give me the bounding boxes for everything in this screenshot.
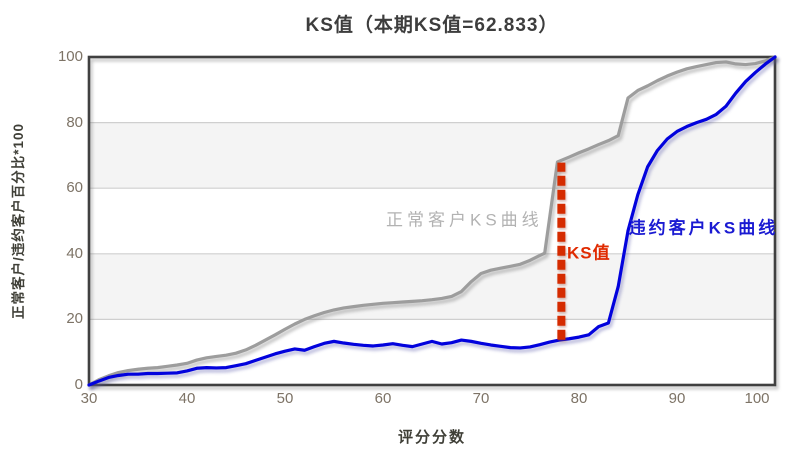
normal-ks-curve [87, 55, 777, 387]
y-tick-label: 40 [66, 244, 83, 262]
x-tick-label: 80 [570, 390, 588, 407]
default-ks-curve [87, 55, 777, 387]
y-tick-label: 100 [57, 48, 83, 65]
x-tick-label: 70 [472, 390, 490, 407]
band [89, 122, 775, 189]
plot-frame [87, 55, 777, 387]
x-tick-label: 30 [80, 390, 98, 407]
y-tick-label: 60 [66, 179, 83, 197]
y-tick-label: 20 [66, 310, 83, 328]
x-axis-title: 评分分数 [397, 429, 466, 446]
normal-curve-label: 正常客户KS曲线 [385, 210, 543, 230]
ks-value-label: KS值 [566, 243, 611, 263]
band [89, 253, 775, 320]
x-tick-label: 100 [744, 390, 770, 407]
y-tick-label: 80 [66, 113, 83, 131]
default-curve-label: 违约客户KS曲线 [628, 218, 779, 238]
y-tick-label: 0 [74, 376, 83, 393]
x-tick-label: 60 [374, 390, 392, 407]
x-tick-label: 90 [668, 390, 686, 407]
x-tick-label: 40 [178, 390, 196, 407]
x-tick-label: 50 [276, 390, 294, 407]
chart-title: KS值（本期KS值=62.833） [305, 15, 559, 36]
